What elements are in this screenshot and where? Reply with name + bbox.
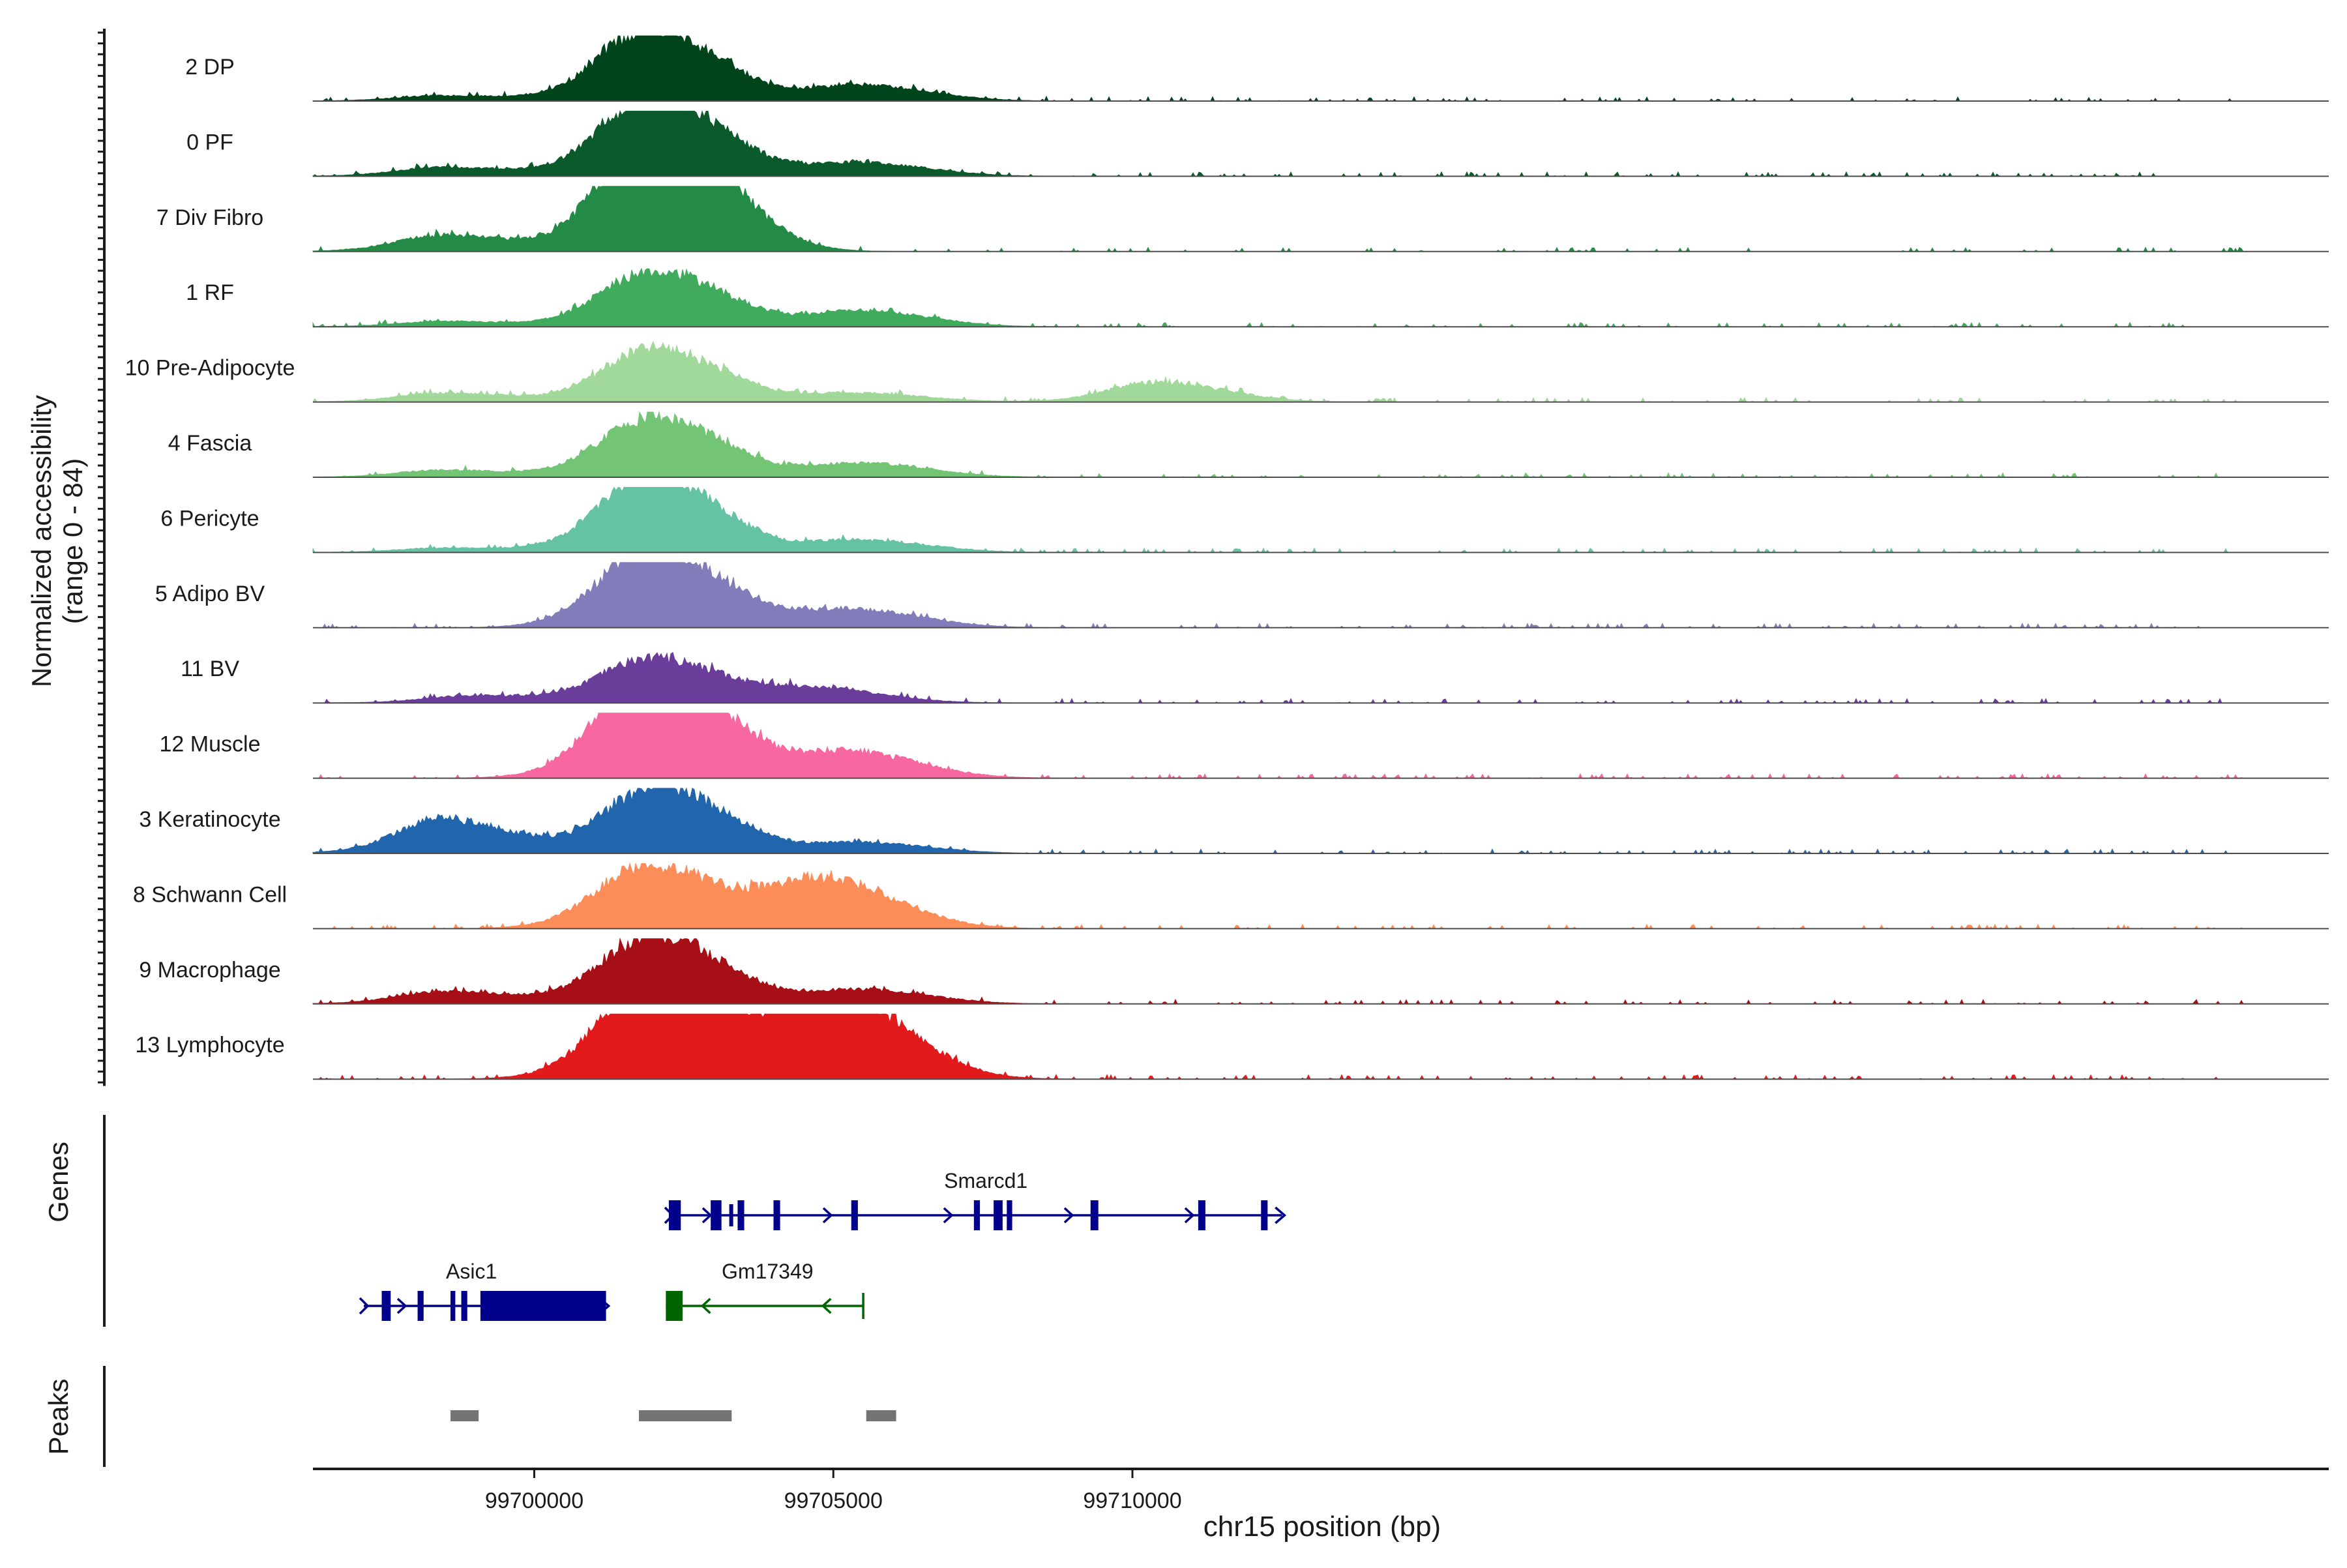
coverage-track: 5 Adipo BV (155, 562, 2329, 629)
coverage-track: 4 Fascia (168, 411, 2329, 478)
track-label: 6 Pericyte (160, 506, 259, 531)
peak-region (639, 1410, 732, 1421)
gene-exon (737, 1200, 745, 1230)
y-axis-title: Normalized accessibility (26, 395, 57, 687)
gene-label: Gm17349 (722, 1260, 814, 1283)
strand-arrow (821, 1297, 832, 1314)
x-tick-label: 99710000 (1083, 1488, 1181, 1513)
peak-region (450, 1410, 479, 1421)
coverage-tracks: 2 DP 0 PF 7 Div Fibro 1 RF 10 Pre-Adipocyte 4… (125, 35, 2329, 1080)
coverage-track: 10 Pre-Adipocyte (125, 340, 2329, 403)
gene-exon (1090, 1200, 1099, 1230)
gene-exon (1261, 1200, 1268, 1230)
coverage-track: 13 Lymphocyte (135, 1013, 2329, 1080)
coverage-track: 3 Keratinocyte (139, 787, 2329, 854)
track-label: 8 Schwann Cell (133, 882, 287, 907)
coverage-track: 6 Pericyte (160, 486, 2329, 554)
gene-exon (461, 1291, 467, 1321)
track-label: 11 BV (181, 657, 239, 681)
coverage-track: 1 RF (186, 267, 2329, 328)
gene-exon (773, 1200, 780, 1230)
gene-exon (668, 1200, 681, 1230)
strand-arrow (1184, 1207, 1195, 1224)
gene-exon (851, 1200, 858, 1230)
gene-exon (973, 1200, 981, 1230)
peak-panel (450, 1410, 896, 1421)
strand-arrow (1063, 1207, 1074, 1224)
track-label: 0 PF (186, 130, 233, 155)
gene-model: Asic1 (359, 1260, 611, 1321)
gene-exon (1007, 1200, 1012, 1230)
gene-exon (381, 1291, 391, 1321)
gene-model: Smarcd1 (664, 1169, 1287, 1230)
track-label: 3 Keratinocyte (139, 807, 280, 832)
gene-label: Smarcd1 (944, 1169, 1027, 1192)
gene-exon (729, 1204, 733, 1226)
strand-arrow (1275, 1206, 1287, 1224)
peaks-panel-label: Peaks (43, 1379, 74, 1455)
gene-exon (480, 1291, 606, 1321)
coverage-track: 7 Div Fibro (156, 186, 2329, 252)
coverage-track: 11 BV (181, 651, 2329, 704)
x-tick-label: 99705000 (784, 1488, 883, 1513)
strand-arrow (943, 1207, 954, 1224)
coverage-track: 9 Macrophage (139, 937, 2329, 1005)
gene-exon (994, 1200, 1003, 1230)
strand-arrow (701, 1207, 713, 1224)
track-label: 4 Fascia (168, 431, 252, 456)
gene-exon (711, 1200, 722, 1230)
coverage-track: 12 Muscle (160, 713, 2329, 779)
track-label: 9 Macrophage (139, 958, 280, 983)
coverage-track: 8 Schwann Cell (133, 862, 2329, 930)
gene-label: Asic1 (446, 1260, 497, 1283)
y-axis-range-label: (range 0 - 84) (57, 458, 88, 624)
strand-arrow (822, 1207, 833, 1224)
coverage-track: 0 PF (186, 110, 2329, 177)
strand-arrow (359, 1297, 370, 1315)
track-label: 7 Div Fibro (156, 205, 263, 230)
coverage-track: 2 DP (185, 35, 2329, 102)
strand-arrow (700, 1297, 711, 1314)
track-label: 10 Pre-Adipocyte (125, 356, 295, 381)
track-label: 13 Lymphocyte (135, 1033, 284, 1058)
track-label: 1 RF (186, 280, 234, 305)
strand-arrow (396, 1297, 407, 1314)
peak-region (866, 1410, 896, 1421)
track-label: 12 Muscle (160, 732, 261, 757)
gene-annotation-panel: Smarcd1 Asic1 Gm17349 (359, 1169, 1287, 1321)
track-label: 5 Adipo BV (155, 582, 265, 606)
x-tick-label: 99700000 (485, 1488, 583, 1513)
axes-layer: 99700000 99705000 99710000 (98, 29, 2329, 1513)
gene-exon (1198, 1200, 1205, 1230)
genes-panel-label: Genes (43, 1142, 74, 1222)
gene-exon (417, 1291, 424, 1321)
gene-exon (666, 1291, 683, 1321)
track-label: 2 DP (185, 55, 235, 80)
x-axis-title: chr15 position (bp) (1203, 1511, 1441, 1543)
gene-exon (450, 1291, 456, 1321)
gene-model: Gm17349 (666, 1260, 864, 1321)
